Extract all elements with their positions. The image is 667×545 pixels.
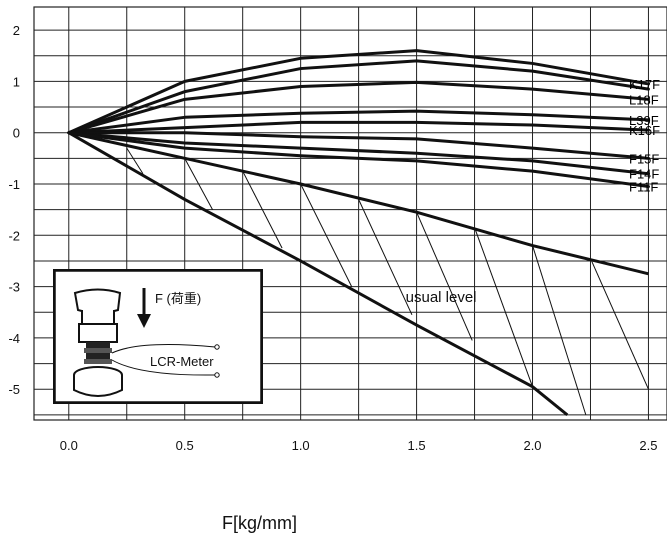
series-label: F15F bbox=[629, 151, 659, 166]
y-tick-label: 1 bbox=[13, 74, 20, 89]
band-hatch-line bbox=[417, 212, 473, 340]
x-tick-label: 0.5 bbox=[176, 438, 194, 453]
x-tick-label: 0.0 bbox=[60, 438, 78, 453]
x-tick-label: 2.5 bbox=[639, 438, 657, 453]
x-axis-label: F[kg/mm] bbox=[222, 513, 297, 534]
series-label: L18F bbox=[629, 92, 659, 107]
inset-diagram: F (荷重) LCR-Meter bbox=[53, 269, 263, 404]
band-hatch-line bbox=[475, 228, 533, 387]
y-tick-label: -5 bbox=[8, 382, 20, 397]
lcr-meter-label: LCR-Meter bbox=[150, 354, 214, 369]
band-hatch-line bbox=[590, 258, 648, 389]
x-tick-label: 2.0 bbox=[523, 438, 541, 453]
x-tick-label: 1.5 bbox=[408, 438, 426, 453]
y-tick-label: -3 bbox=[8, 280, 20, 295]
x-tick-label: 1.0 bbox=[292, 438, 310, 453]
series-label: F11F bbox=[629, 180, 658, 195]
y-tick-label: 2 bbox=[13, 23, 20, 38]
series-label: K17F bbox=[629, 77, 660, 92]
force-label: F (荷重) bbox=[155, 291, 201, 306]
y-tick-label: -4 bbox=[8, 331, 20, 346]
series-label: K16F bbox=[629, 123, 660, 138]
y-tick-label: -2 bbox=[8, 228, 20, 243]
y-tick-label: 0 bbox=[13, 126, 20, 141]
y-tick-label: -1 bbox=[8, 177, 20, 192]
band-label: usual level bbox=[406, 289, 477, 306]
